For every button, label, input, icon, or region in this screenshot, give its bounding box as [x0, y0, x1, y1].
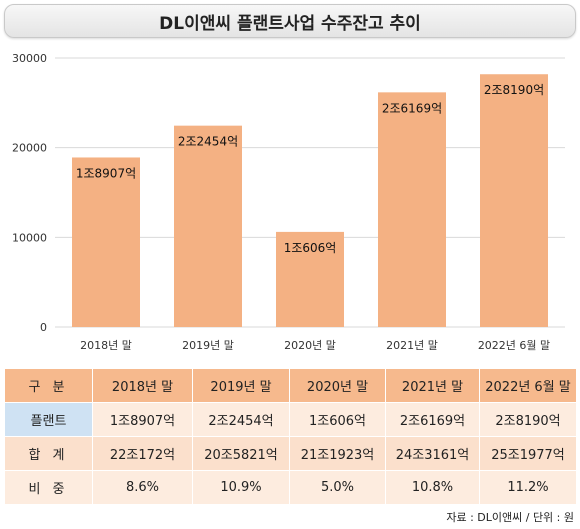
bar-chart: 0 10000 20000 30000 1조8907억 2조2454억 1조606억 2조6…: [12, 52, 565, 352]
table-header-cell: 2020년 말: [289, 368, 386, 403]
y-tick-label: 10000: [12, 231, 47, 244]
table-cell: 22조172억: [92, 436, 193, 471]
table-cell: 20조5821억: [192, 436, 290, 471]
table-row-label: 비 중: [4, 470, 93, 505]
data-labels: 1조8907억 2조2454억 1조606억 2조6169억 2조8190억: [76, 83, 544, 255]
table-cell: 10.9%: [192, 470, 290, 505]
table-cell: 2조2454억: [192, 402, 290, 437]
table-cell: 1조606억: [289, 402, 386, 437]
y-tick-label: 20000: [12, 142, 47, 155]
table-header-cell: 2021년 말: [385, 368, 480, 403]
table-cell: 10.8%: [385, 470, 480, 505]
table-cell: 2조6169억: [385, 402, 480, 437]
bar-data-label: 2조6169억: [382, 101, 442, 115]
bar: [480, 74, 548, 327]
table-cell: 11.2%: [479, 470, 577, 505]
table-header-cell: 2022년 6월 말: [479, 368, 577, 403]
y-axis-ticks: 0 10000 20000 30000: [12, 52, 47, 334]
bar-data-label: 2조2454억: [178, 135, 238, 149]
y-tick-label: 0: [40, 321, 47, 334]
bar-data-label: 2조8190억: [484, 83, 544, 97]
y-tick-label: 30000: [12, 52, 47, 65]
x-tick-label: 2022년 6월 말: [478, 339, 550, 352]
x-tick-label: 2020년 말: [284, 339, 336, 352]
bar: [174, 125, 242, 327]
table-row-ratio: 비 중 8.6% 10.9% 5.0% 10.8% 11.2%: [4, 470, 577, 505]
table-row-label: 플랜트: [4, 402, 93, 437]
table-row-total: 합 계 22조172억 20조5821억 21조1923억 24조3161억 2…: [4, 436, 577, 471]
table-cell: 21조1923억: [289, 436, 386, 471]
table-cell: 5.0%: [289, 470, 386, 505]
table-header-cell: 2018년 말: [92, 368, 193, 403]
x-axis-ticks: 2018년 말 2019년 말 2020년 말 2021년 말 2022년 6월 말: [80, 339, 550, 352]
table-cell: 1조8907억: [92, 402, 193, 437]
bar: [276, 231, 344, 327]
bar-data-label: 1조606억: [284, 241, 337, 255]
table-cell: 2조8190억: [479, 402, 577, 437]
x-tick-label: 2019년 말: [182, 339, 234, 352]
chart-title-text: DL이앤씨 플랜트사업 수주잔고 추이: [159, 13, 421, 34]
bars: [72, 74, 548, 327]
table-cell: 25조1977억: [479, 436, 577, 471]
chart-title: DL이앤씨 플랜트사업 수주잔고 추이: [4, 4, 576, 38]
table-header-cell: 2019년 말: [192, 368, 290, 403]
summary-table: 구 분 2018년 말 2019년 말 2020년 말 2021년 말 2022…: [4, 368, 577, 505]
bar: [72, 157, 140, 327]
x-tick-label: 2021년 말: [386, 339, 438, 352]
bar: [378, 92, 446, 327]
table-cell: 8.6%: [92, 470, 193, 505]
table-row-plant: 플랜트 1조8907억 2조2454억 1조606억 2조6169억 2조819…: [4, 402, 577, 437]
source-note: 자료 : DL이앤씨 / 단위 : 원: [446, 511, 574, 524]
table-header-row: 구 분 2018년 말 2019년 말 2020년 말 2021년 말 2022…: [4, 368, 577, 403]
table-header-cell: 구 분: [4, 368, 93, 403]
x-tick-label: 2018년 말: [80, 339, 132, 352]
table-row-label: 합 계: [4, 436, 93, 471]
bar-data-label: 1조8907억: [76, 166, 136, 180]
table-cell: 24조3161억: [385, 436, 480, 471]
